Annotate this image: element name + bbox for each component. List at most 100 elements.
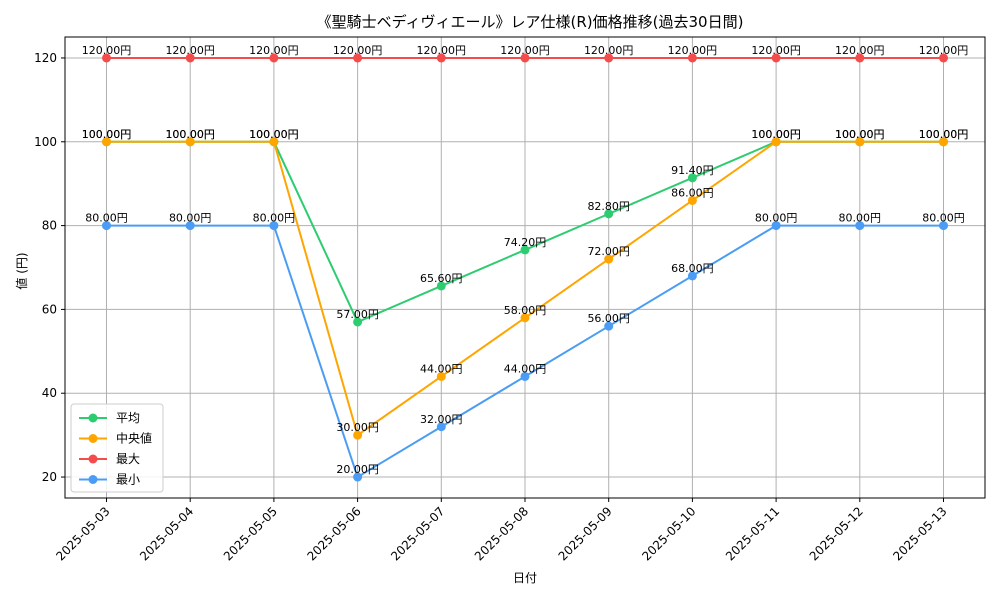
- data-point: [520, 245, 530, 255]
- data-point: [520, 53, 530, 63]
- data-point: [436, 422, 446, 432]
- data-point: [436, 281, 446, 291]
- data-label: 100.00円: [82, 128, 132, 141]
- legend-label: 最小: [116, 473, 140, 487]
- data-point: [687, 271, 697, 281]
- data-point: [855, 137, 865, 147]
- y-tick-label: 80: [42, 219, 57, 233]
- data-label: 120.00円: [333, 44, 383, 57]
- data-label: 86.00円: [671, 186, 714, 199]
- data-point: [855, 221, 865, 231]
- data-label: 80.00円: [85, 212, 128, 225]
- data-label: 100.00円: [249, 128, 299, 141]
- data-point: [939, 53, 948, 63]
- data-label: 120.00円: [751, 44, 801, 57]
- legend-label: 最大: [116, 452, 140, 466]
- y-tick-label: 60: [42, 302, 57, 316]
- data-label: 58.00円: [504, 304, 547, 317]
- data-point: [269, 137, 279, 147]
- data-label: 120.00円: [835, 44, 885, 57]
- data-label: 100.00円: [751, 128, 801, 141]
- data-label: 100.00円: [835, 128, 885, 141]
- data-label: 120.00円: [249, 44, 299, 57]
- data-point: [939, 221, 948, 231]
- data-label: 32.00円: [420, 413, 463, 426]
- data-point: [269, 53, 279, 63]
- data-label: 80.00円: [253, 212, 296, 225]
- data-label: 100.00円: [919, 128, 969, 141]
- data-label: 57.00円: [336, 308, 379, 321]
- data-label: 82.80円: [587, 200, 630, 213]
- y-axis-label: 値 (円): [14, 252, 29, 289]
- x-tick-label: 2025-05-08: [472, 504, 531, 563]
- legend-label: 平均: [116, 411, 140, 425]
- data-label: 120.00円: [417, 44, 467, 57]
- data-label: 120.00円: [919, 44, 969, 57]
- legend-marker: [88, 475, 98, 484]
- data-label: 100.00円: [919, 128, 969, 141]
- x-tick-label: 2025-05-04: [137, 504, 196, 563]
- data-point: [604, 321, 614, 331]
- x-tick-label: 2025-05-12: [807, 504, 866, 563]
- data-point: [687, 53, 697, 63]
- data-label: 91.40円: [671, 164, 714, 177]
- data-point: [102, 137, 111, 147]
- data-point: [687, 173, 697, 183]
- y-tick-label: 20: [42, 470, 57, 484]
- data-point: [771, 53, 781, 63]
- data-label: 80.00円: [755, 212, 798, 225]
- data-point: [102, 53, 111, 63]
- data-label: 44.00円: [504, 362, 547, 375]
- data-label: 68.00円: [671, 262, 714, 275]
- chart-title: 《聖騎士ベディヴィエール》レア仕様(R)価格推移(過去30日間): [317, 13, 744, 31]
- x-tick-label: 2025-05-03: [53, 504, 112, 563]
- data-point: [436, 371, 446, 381]
- data-point: [520, 313, 530, 323]
- data-point: [185, 137, 195, 147]
- data-point: [353, 53, 363, 63]
- series-layer: [102, 53, 948, 482]
- data-point: [520, 371, 530, 381]
- x-tick-label: 2025-05-07: [388, 504, 447, 563]
- data-label: 120.00円: [584, 44, 634, 57]
- data-label: 100.00円: [835, 128, 885, 141]
- data-point: [436, 53, 446, 63]
- data-point: [604, 53, 614, 63]
- y-tick-label: 120: [34, 51, 57, 65]
- x-tick-label: 2025-05-09: [556, 504, 615, 563]
- legend-marker: [88, 413, 98, 423]
- data-point: [604, 209, 614, 219]
- data-point: [353, 317, 363, 327]
- legend-label: 中央値: [116, 431, 152, 446]
- data-label: 74.20円: [504, 236, 547, 249]
- data-label: 65.60円: [420, 272, 463, 285]
- data-label: 120.00円: [82, 44, 132, 57]
- data-label: 100.00円: [165, 128, 215, 141]
- data-label: 100.00円: [82, 128, 132, 141]
- y-tick-label: 100: [34, 135, 57, 149]
- data-point: [353, 430, 363, 440]
- data-point: [771, 221, 781, 231]
- legend-box: [70, 403, 164, 493]
- data-point: [353, 472, 363, 482]
- data-label: 80.00円: [922, 212, 965, 225]
- grid: [65, 37, 985, 498]
- data-label: 80.00円: [169, 212, 212, 225]
- data-label: 100.00円: [249, 128, 299, 141]
- data-point: [687, 195, 697, 205]
- data-label: 100.00円: [751, 128, 801, 141]
- data-point: [855, 53, 865, 63]
- x-tick-label: 2025-05-11: [723, 504, 782, 563]
- legend-marker: [88, 454, 98, 464]
- data-point: [771, 137, 781, 147]
- legend-marker: [88, 434, 98, 443]
- y-tick-label: 40: [42, 386, 57, 400]
- data-point: [185, 221, 195, 231]
- data-label: 80.00円: [839, 212, 882, 225]
- x-tick-label: 2025-05-13: [890, 504, 949, 563]
- data-point: [939, 137, 948, 147]
- data-label: 30.00円: [336, 421, 379, 434]
- data-point: [269, 221, 279, 231]
